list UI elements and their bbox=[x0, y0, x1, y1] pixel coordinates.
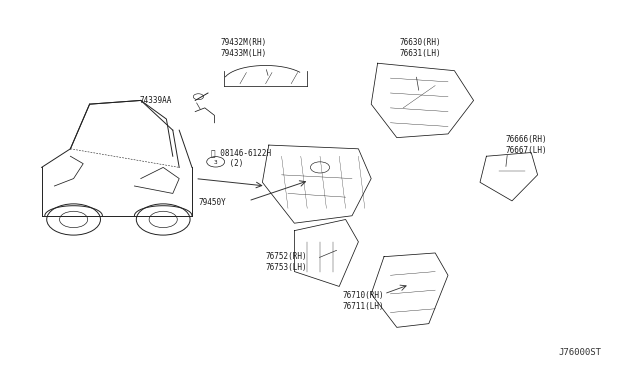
Text: 79450Y: 79450Y bbox=[198, 198, 226, 207]
Text: 79432M(RH)
79433M(LH): 79432M(RH) 79433M(LH) bbox=[220, 38, 266, 58]
Text: J76000ST: J76000ST bbox=[559, 348, 602, 357]
Text: 76666(RH)
76667(LH): 76666(RH) 76667(LH) bbox=[506, 135, 547, 155]
Text: 74339AA: 74339AA bbox=[139, 96, 172, 105]
Text: 3: 3 bbox=[214, 160, 218, 165]
Text: る 08146-6122H
    (2): る 08146-6122H (2) bbox=[211, 148, 271, 168]
Text: 76752(RH)
76753(LH): 76752(RH) 76753(LH) bbox=[266, 252, 307, 272]
Text: 76710(RH)
76711(LH): 76710(RH) 76711(LH) bbox=[342, 291, 384, 311]
Text: 76630(RH)
76631(LH): 76630(RH) 76631(LH) bbox=[399, 38, 441, 58]
